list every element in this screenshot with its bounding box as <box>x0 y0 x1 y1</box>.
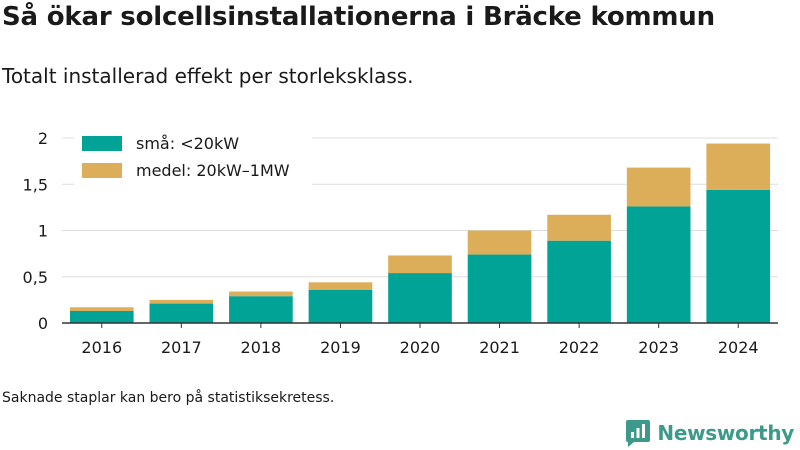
x-tick-label: 2018 <box>241 338 282 357</box>
bar-segment-small <box>706 189 771 323</box>
bar-segment-medium <box>149 299 214 304</box>
legend: små: <20kW medel: 20kW–1MW <box>74 128 312 190</box>
legend-swatch-medium <box>82 163 122 178</box>
legend-label: medel: 20kW–1MW <box>136 161 290 180</box>
bar-segment-small <box>467 254 532 323</box>
x-tick-label: 2023 <box>638 338 679 357</box>
y-tick-label: 0 <box>38 314 48 333</box>
bar-segment-small <box>547 240 611 323</box>
y-axis-ticks: 0 0,5 1 1,5 2 <box>23 129 48 333</box>
x-tick-label: 2017 <box>161 338 202 357</box>
chart-title: Så ökar solcellsinstallationerna i Bräck… <box>2 2 715 32</box>
bar-segment-medium <box>69 307 134 311</box>
bar-segment-medium <box>626 167 691 207</box>
bar-segment-small <box>388 273 452 323</box>
x-tick-label: 2020 <box>400 338 441 357</box>
bar-segment-small <box>229 296 293 323</box>
legend-label: små: <20kW <box>136 134 239 153</box>
x-tick-label: 2016 <box>81 338 122 357</box>
x-tick-label: 2021 <box>479 338 520 357</box>
footnote: Saknade staplar kan bero på statistiksek… <box>2 390 335 406</box>
y-tick-label: 1 <box>38 222 48 241</box>
brand-name: Newsworthy <box>657 421 794 445</box>
bar-segment-medium <box>229 291 293 297</box>
stacked-bar-chart: 00,511,52 2016 2017 2018 2019 2020 2021 2022 20… <box>23 128 778 357</box>
y-tick-label: 1,5 <box>23 175 48 194</box>
bar-segment-medium <box>467 230 532 255</box>
y-tick-label: 0,5 <box>23 268 48 287</box>
bar-segment-small <box>626 206 691 323</box>
x-tick-label: 2019 <box>320 338 361 357</box>
newsworthy-logo[interactable]: Newsworthy <box>625 418 794 448</box>
legend-swatch-small <box>82 136 122 151</box>
bars <box>69 143 771 323</box>
x-axis-ticks: 2016 2017 2018 2019 2020 2021 2022 2023 2024 <box>81 323 759 357</box>
bar-segment-medium <box>388 255 452 274</box>
bar-segment-small <box>69 310 134 323</box>
y-tick-label: 2 <box>38 129 48 148</box>
bar-segment-medium <box>547 214 611 241</box>
bar-segment-small <box>308 289 373 323</box>
bar-chart-speech-bubble-icon <box>626 420 651 447</box>
x-tick-label: 2022 <box>559 338 600 357</box>
bar-segment-medium <box>308 282 373 290</box>
x-tick-label: 2024 <box>718 338 759 357</box>
bar-segment-small <box>149 303 214 323</box>
bar-segment-medium <box>706 143 771 190</box>
chart-subtitle: Totalt installerad effekt per storlekskl… <box>2 64 414 88</box>
